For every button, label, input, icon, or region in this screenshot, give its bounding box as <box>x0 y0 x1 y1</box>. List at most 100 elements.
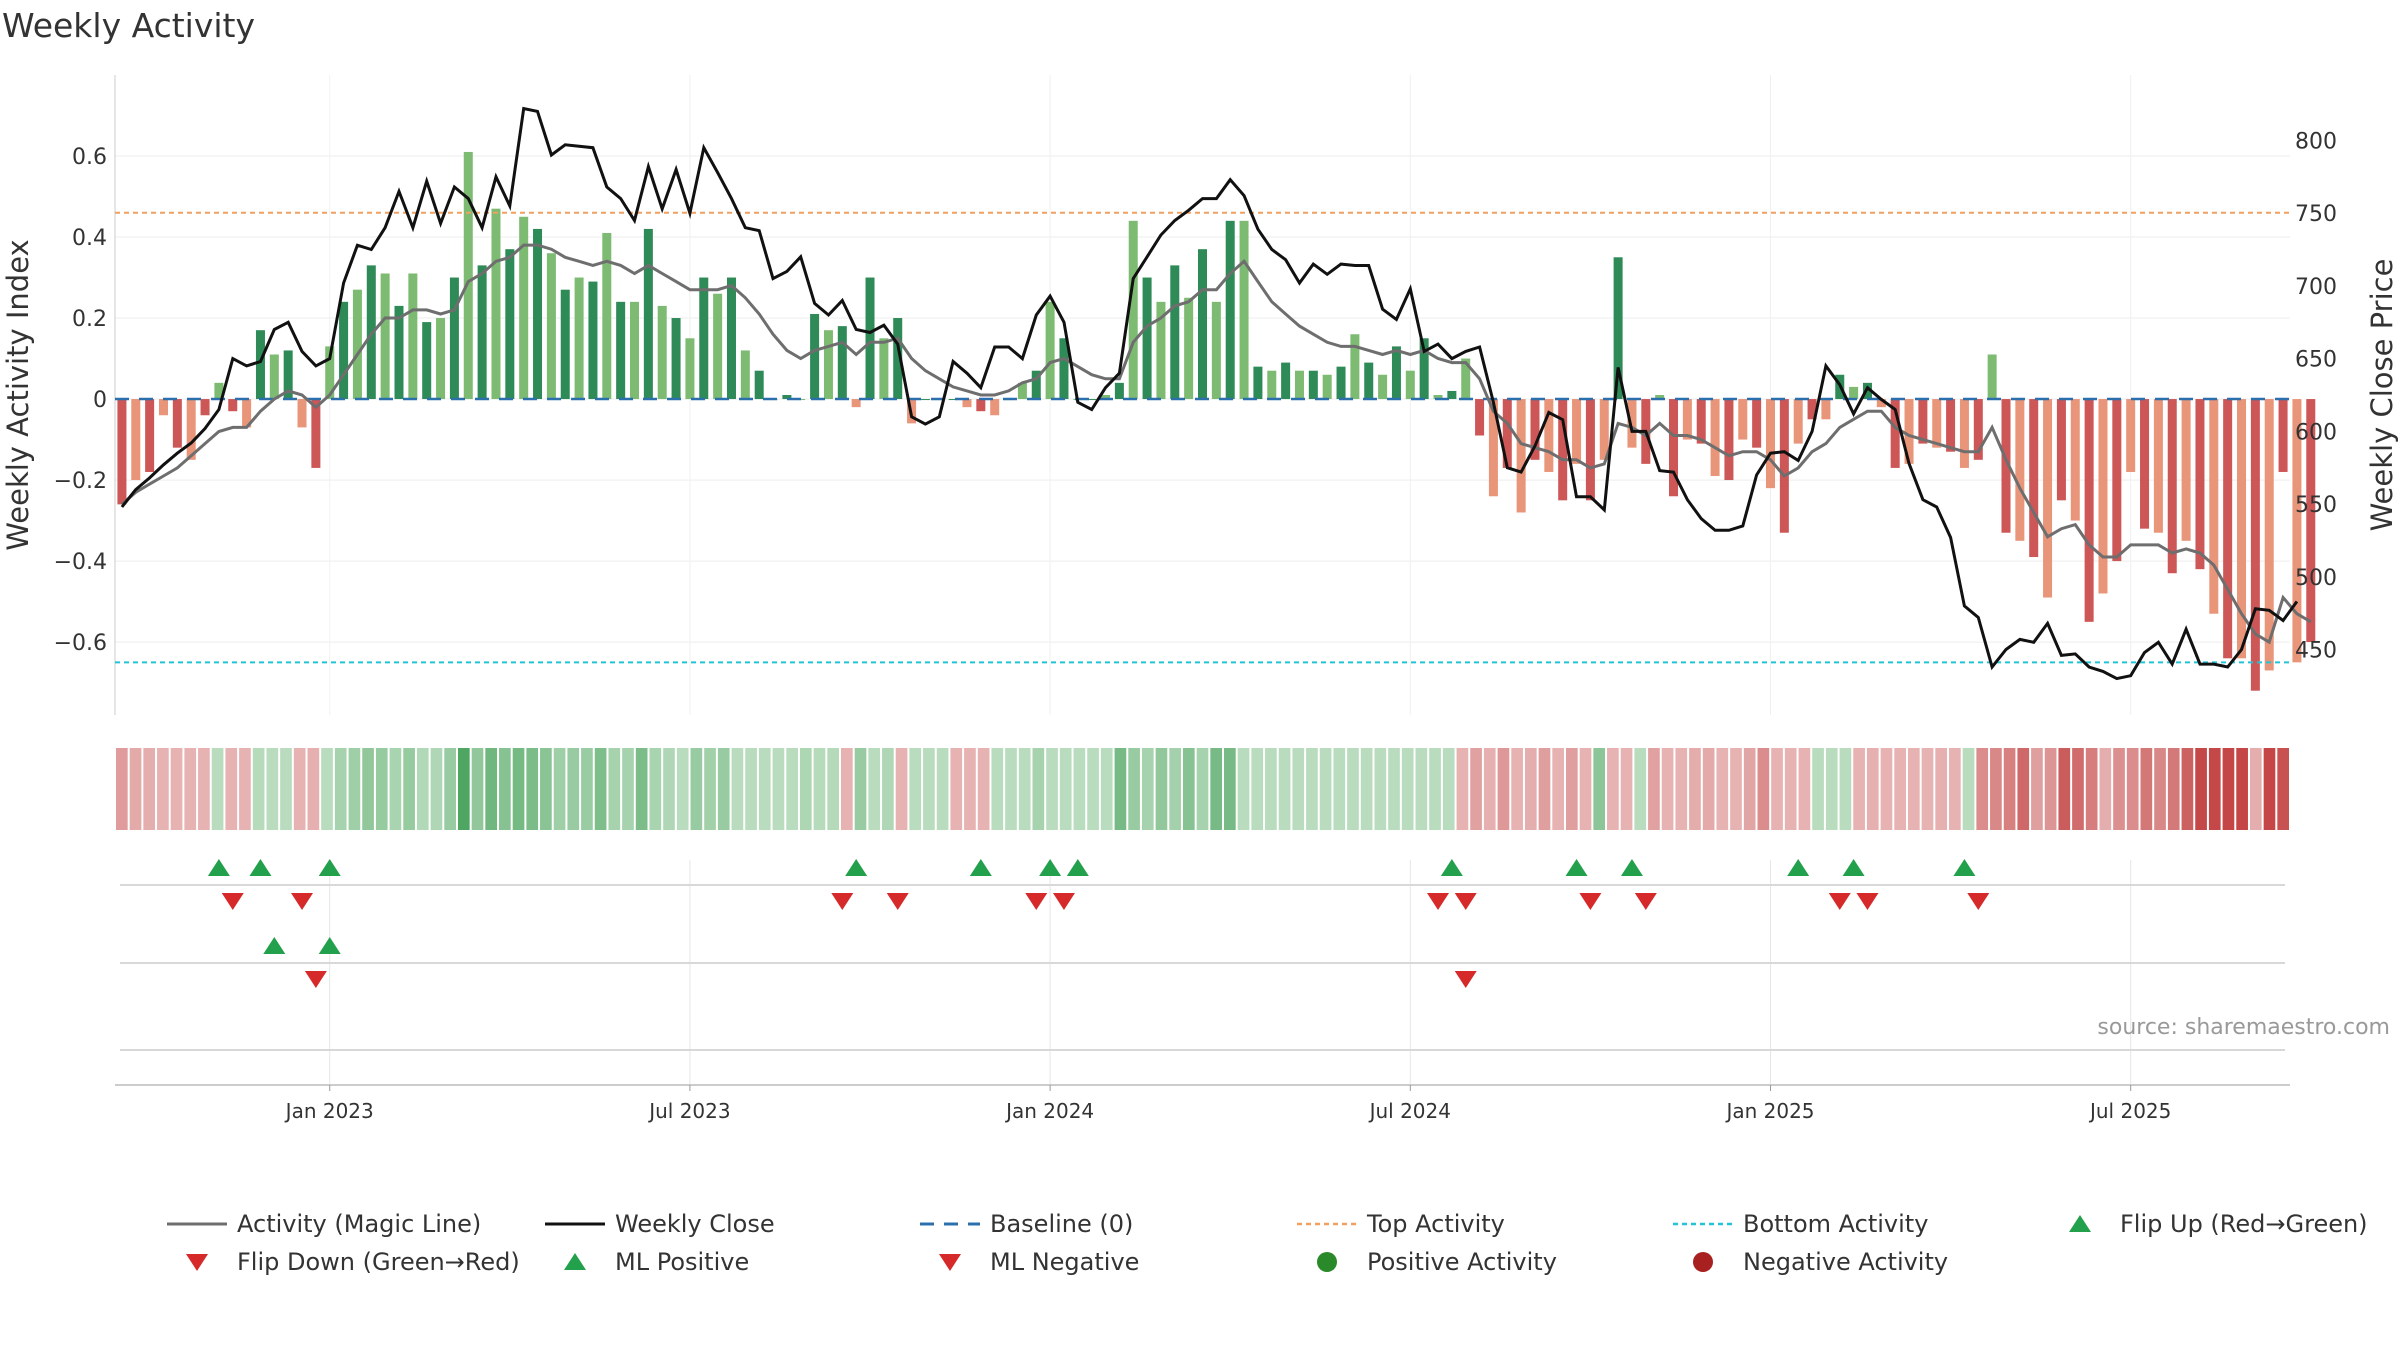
activity-bar <box>408 273 418 400</box>
activity-bar <box>893 318 903 400</box>
heat-strip-cell <box>1798 748 1811 830</box>
chart-canvas: 0.6 0.4 0.2 0 −0.2 −0.4 −0.6 800 750 700 650 600 550… <box>1 75 2399 1123</box>
heat-strip-cell <box>2044 748 2057 830</box>
ml-positive-marker <box>1440 859 1463 876</box>
heat-strip-cell <box>211 748 224 830</box>
activity-bar <box>1378 374 1388 400</box>
heat-strip-cell <box>594 748 607 830</box>
legend-symbol-baseline-icon <box>920 1211 980 1237</box>
magic-line-series <box>120 243 2312 645</box>
heat-strip-cell <box>1347 748 1359 830</box>
heat-strip-cell <box>389 748 402 830</box>
legend-label: Negative Activity <box>1743 1248 1949 1276</box>
activity-bar <box>1336 366 1346 400</box>
heat-strip-cell <box>1853 748 1865 830</box>
activity-bar <box>2126 399 2136 472</box>
activity-bar <box>657 305 667 400</box>
heat-strip-cell <box>1388 748 1400 830</box>
ml-positive-marker <box>1039 859 1062 876</box>
activity-bar <box>533 228 543 400</box>
activity-bar <box>1488 399 1498 497</box>
activity-bar <box>505 249 515 400</box>
activity-bar <box>726 277 736 400</box>
activity-bar <box>311 399 321 468</box>
activity-bar <box>1655 395 1665 400</box>
activity-bar <box>1059 338 1069 400</box>
activity-bar <box>1682 399 1692 440</box>
heat-strip-cell <box>1675 748 1688 830</box>
activity-bar <box>1461 358 1471 400</box>
activity-bar <box>1904 399 1914 464</box>
legend-label: Positive Activity <box>1367 1248 1557 1276</box>
activity-bar <box>1946 399 1956 452</box>
ml-negative-marker <box>1052 893 1075 910</box>
activity-bar <box>1253 366 1263 400</box>
heat-strip-cell <box>1757 748 1770 830</box>
heat-strip-cell <box>608 748 621 830</box>
heat-strip-cell <box>2263 748 2276 830</box>
y2-tick-label: 550 <box>2295 493 2337 518</box>
y2-tick-label: 450 <box>2295 639 2337 664</box>
activity-bar <box>546 253 556 400</box>
heat-strip-cell <box>1524 748 1537 830</box>
activity-bar <box>158 399 168 416</box>
heat-strip-cell <box>1470 748 1482 830</box>
heat-strip-cell <box>813 748 826 830</box>
activity-bar <box>1419 338 1429 400</box>
heat-strip-cell <box>1429 748 1441 830</box>
heat-strip-cell <box>1511 748 1523 830</box>
activity-bar <box>1405 370 1415 400</box>
heat-strip-cell <box>1401 748 1414 830</box>
activity-bar <box>1516 399 1526 513</box>
activity-bar <box>2098 399 2108 594</box>
heat-strip-cell <box>1689 748 1701 830</box>
heat-strip-cell <box>649 748 662 830</box>
heat-strip-cell <box>2249 748 2262 830</box>
activity-bar <box>519 216 529 400</box>
flip-up-marker <box>263 937 286 954</box>
heat-strip-cell <box>731 748 744 830</box>
heat-strip-cell <box>1018 748 1031 830</box>
activity-bar <box>1045 301 1055 400</box>
y-tick-label: 0.2 <box>72 307 107 332</box>
heat-strip-cell <box>2017 748 2030 830</box>
heat-strip-cell <box>923 748 935 830</box>
heat-strip-cell <box>2031 748 2043 830</box>
activity-bar <box>2250 399 2260 691</box>
heat-strip-cell <box>1456 748 1469 830</box>
ml-positive-marker <box>845 859 868 876</box>
heat-strip-cell <box>239 748 251 830</box>
heat-strip-cell <box>1716 748 1729 830</box>
activity-bar <box>1128 220 1138 400</box>
heat-strip-cell <box>526 748 539 830</box>
heat-strip-cell <box>622 748 634 830</box>
activity-bar <box>976 399 986 412</box>
activity-bar <box>2029 399 2039 558</box>
heat-strip-cell <box>635 748 648 830</box>
heat-strip-cell <box>553 748 566 830</box>
heat-strip-cell <box>1990 748 2002 830</box>
activity-bar <box>1087 399 1097 401</box>
heat-strip-cell <box>1866 748 1879 830</box>
heat-strip-cell <box>403 748 415 830</box>
heat-strip-cell <box>868 748 881 830</box>
legend-label: Top Activity <box>1367 1210 1505 1238</box>
heat-strip-cell <box>1374 748 1387 830</box>
heat-strip-cell <box>1538 748 1551 830</box>
activity-bar <box>2306 399 2316 643</box>
activity-bar <box>325 346 335 400</box>
activity-bar <box>1017 382 1027 400</box>
legend-symbol-flipup-icon <box>2050 1211 2110 1237</box>
heat-strip-cell <box>909 748 922 830</box>
heat-strip-cell <box>499 748 511 830</box>
activity-bar <box>1475 399 1485 436</box>
heat-strip-cell <box>1415 748 1428 830</box>
activity-bar <box>2153 399 2163 533</box>
heat-strip-cell <box>581 748 593 830</box>
heat-strip-cell <box>1784 748 1797 830</box>
heat-strip-cell <box>348 748 361 830</box>
activity-bar <box>172 399 182 448</box>
heat-strip-cell <box>977 748 990 830</box>
legend-item-flipup: Flip Up (Red→Green) <box>2050 1210 2368 1238</box>
heat-strip-cell <box>1333 748 1346 830</box>
